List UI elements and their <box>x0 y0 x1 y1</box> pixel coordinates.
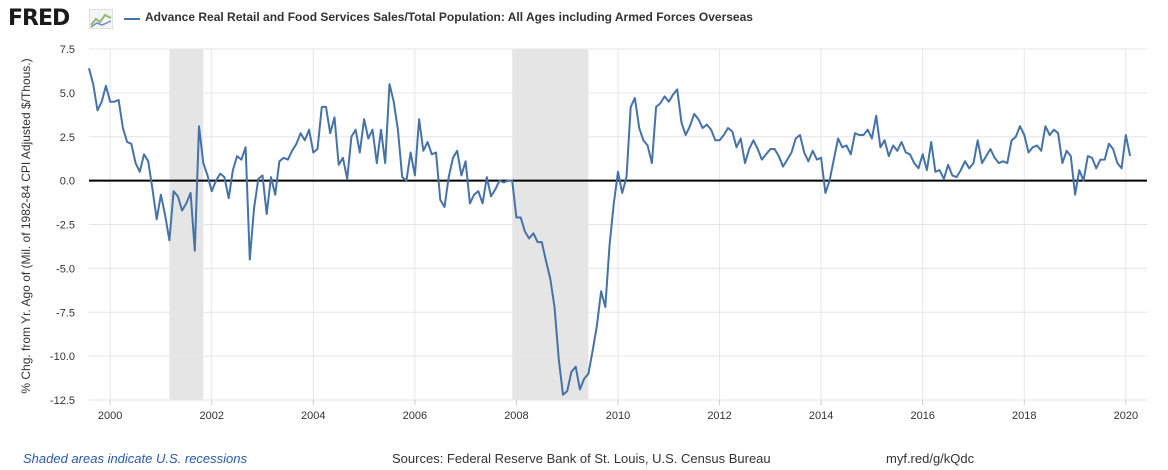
x-tick-label: 2012 <box>707 410 731 422</box>
recession-note-link[interactable]: Shaded areas indicate U.S. recessions <box>23 451 248 466</box>
chart-title: Advance Real Retail and Food Services Sa… <box>145 10 753 24</box>
y-tick-label: -2.5 <box>56 220 75 232</box>
x-tick-label: 2018 <box>1012 410 1036 422</box>
short-url-link[interactable]: myf.red/g/kQdc <box>886 451 975 466</box>
y-axis-ticks: 7.5 5.0 2.5 0.0 -2.5 -5.0 -7.5 -10.0 -12.5 <box>50 44 75 407</box>
series-line[interactable] <box>88 68 1132 396</box>
x-tick-label: 2002 <box>199 410 223 422</box>
y-tick-label: -5.0 <box>56 263 75 275</box>
x-tick-label: 2006 <box>403 410 427 422</box>
y-tick-label: 7.5 <box>60 44 75 56</box>
y-tick-label: -7.5 <box>56 307 75 319</box>
y-tick-label: 2.5 <box>60 132 75 144</box>
x-axis-ticks: 2000 2002 2004 2006 2008 2010 2012 2014 2016 2018… <box>98 400 1138 422</box>
gridlines <box>89 48 1147 401</box>
x-tick-label: 2008 <box>504 410 528 422</box>
x-tick-label: 2004 <box>301 410 325 422</box>
x-tick-label: 2016 <box>910 410 934 422</box>
legend-series-swatch <box>124 18 140 20</box>
x-tick-label: 2010 <box>606 410 630 422</box>
chart-header: FRED Advance Real Retail and Food Servic… <box>0 0 1168 40</box>
fred-chart-mark-icon <box>89 9 113 29</box>
sources-text: Sources: Federal Reserve Bank of St. Lou… <box>392 451 771 466</box>
y-tick-label: -10.0 <box>50 351 75 363</box>
y-tick-label: 5.0 <box>60 88 75 100</box>
fred-logo[interactable]: FRED <box>8 6 70 31</box>
x-tick-label: 2014 <box>809 410 833 422</box>
y-tick-label: -12.5 <box>50 395 75 407</box>
line-chart: 7.55.02.50.0-2.5-5.0-7.5-10.0-12.5 2000 2… <box>50 44 1147 422</box>
y-tick-label: 0.0 <box>60 176 75 188</box>
x-tick-label: 2020 <box>1114 410 1138 422</box>
x-tick-label: 2000 <box>98 410 122 422</box>
